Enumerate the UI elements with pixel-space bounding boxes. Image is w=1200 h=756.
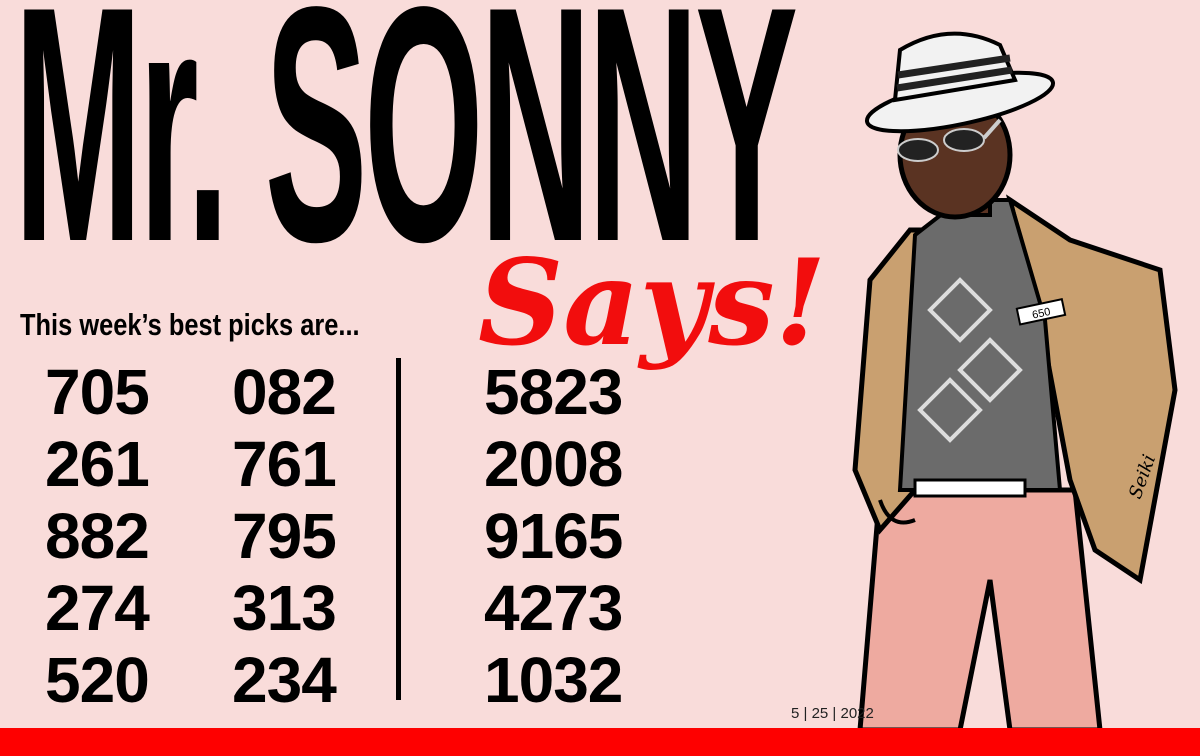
column-divider bbox=[396, 358, 401, 700]
mr-sonny-illustration: 650 Seiki bbox=[840, 20, 1190, 735]
pick-number: 082 bbox=[232, 356, 337, 428]
picks-column-3: 5823 2008 9165 4273 1032 bbox=[484, 356, 623, 716]
footer-red-bar bbox=[0, 728, 1200, 756]
pick-number: 274 bbox=[45, 572, 150, 644]
date-label: 5 | 25 | 2022 bbox=[791, 705, 874, 722]
pick-number: 761 bbox=[232, 428, 337, 500]
pocket-tag-text: 650 bbox=[1031, 306, 1051, 322]
pick-number: 313 bbox=[232, 572, 337, 644]
pick-number: 9165 bbox=[484, 500, 623, 572]
pick-number: 234 bbox=[232, 644, 337, 716]
pick-number: 705 bbox=[45, 356, 150, 428]
pick-number: 5823 bbox=[484, 356, 623, 428]
says-script: Says! bbox=[478, 233, 827, 372]
picks-heading: This week’s best picks are... bbox=[20, 307, 360, 342]
pick-number: 4273 bbox=[484, 572, 623, 644]
pick-number: 261 bbox=[45, 428, 150, 500]
pick-number: 795 bbox=[232, 500, 337, 572]
page-title: Mr. SONNY bbox=[14, 0, 798, 311]
pick-number: 1032 bbox=[484, 644, 623, 716]
pick-number: 520 bbox=[45, 644, 150, 716]
pick-number: 882 bbox=[45, 500, 150, 572]
picks-column-1: 705 261 882 274 520 bbox=[45, 356, 150, 716]
pick-number: 2008 bbox=[484, 428, 623, 500]
picks-column-2: 082 761 795 313 234 bbox=[232, 356, 337, 716]
